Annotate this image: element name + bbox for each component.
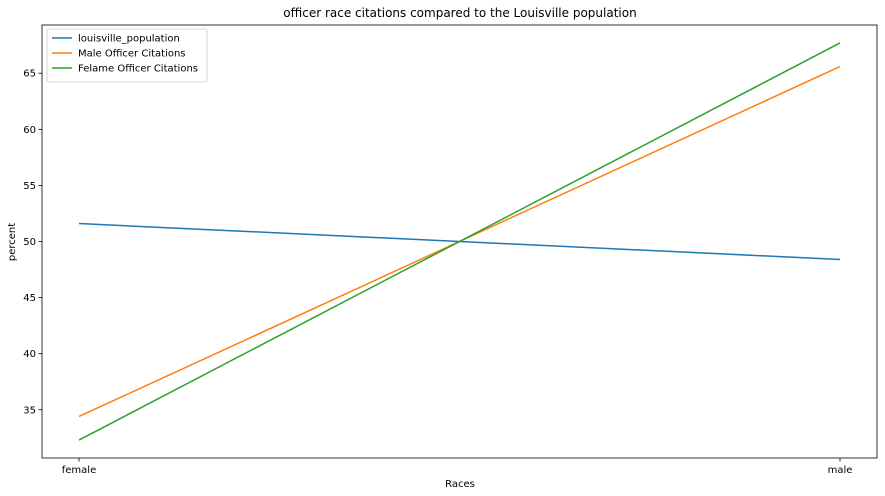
chart-title: officer race citations compared to the L… (283, 6, 636, 20)
series-line-2 (78, 42, 841, 441)
legend-label-1: Male Officer Citations (78, 49, 186, 60)
legend-label-2: Felame Officer Citations (78, 64, 198, 75)
axes: 35 40 45 50 55 60 65 female male (23, 24, 878, 476)
y-tick-label-3: 50 (23, 237, 36, 248)
plot-area (78, 42, 841, 441)
y-tick-label-5: 60 (23, 125, 36, 136)
y-tick-label-4: 55 (23, 181, 36, 192)
legend-label-0: louisville_population (78, 34, 180, 45)
y-axis-label: percent (7, 223, 18, 261)
legend: louisville_population Male Officer Citati… (46, 28, 208, 83)
y-tick-label-1: 40 (23, 349, 36, 360)
legend-box (46, 28, 208, 83)
y-tick-label-0: 35 (23, 405, 36, 416)
x-tick-label-0: female (62, 465, 96, 476)
y-tick-label-2: 45 (23, 293, 36, 304)
x-axis-label: Races (445, 479, 475, 490)
x-tick-label-1: male (828, 465, 853, 476)
y-tick-label-6: 65 (23, 69, 36, 80)
